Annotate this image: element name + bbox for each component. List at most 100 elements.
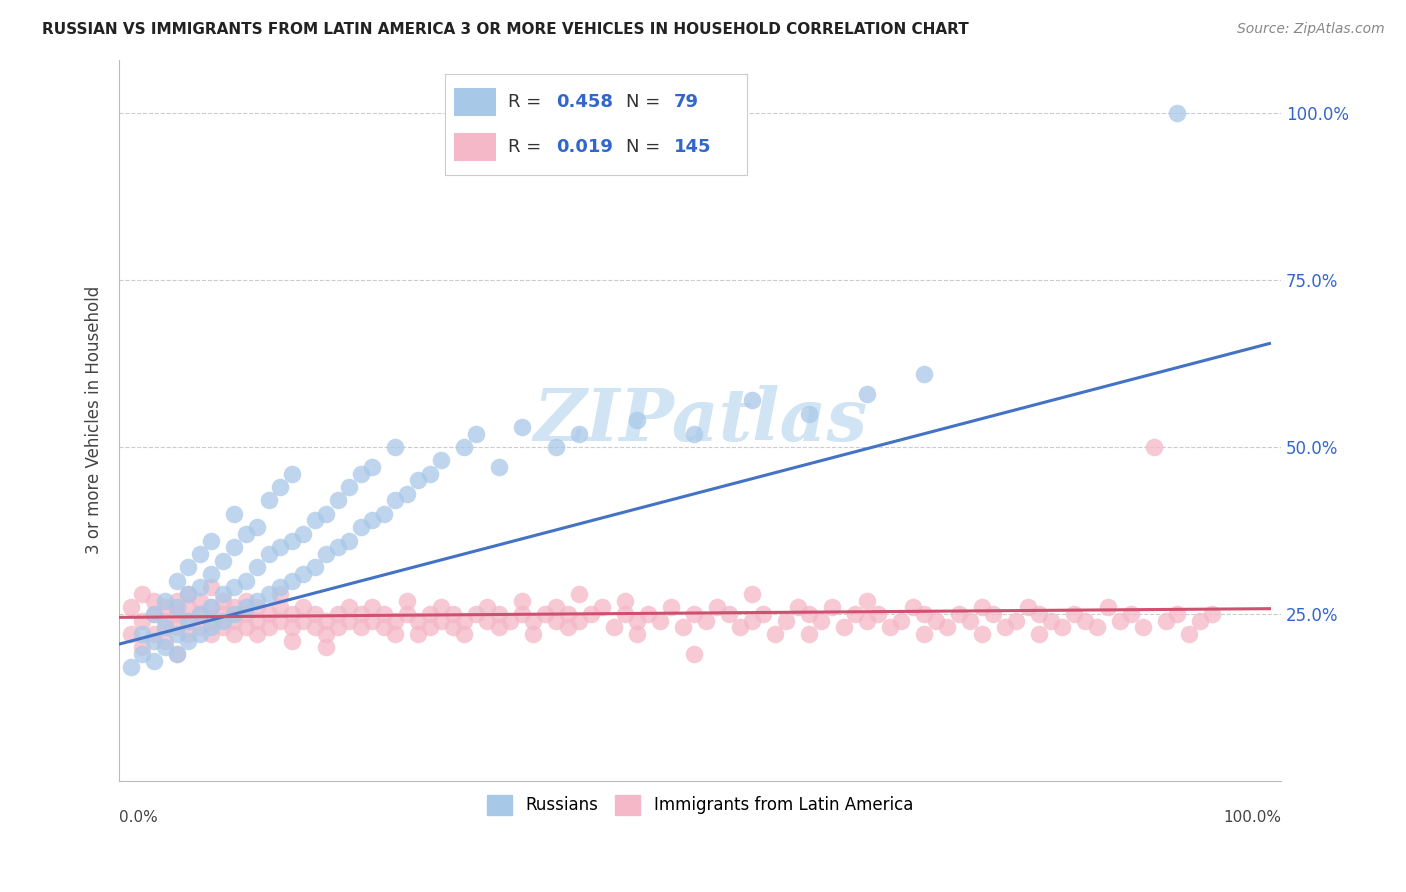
- Point: [868, 607, 890, 621]
- Point: [315, 547, 337, 561]
- Point: [177, 627, 200, 641]
- Point: [477, 614, 499, 628]
- Point: [131, 614, 153, 628]
- Point: [741, 587, 763, 601]
- Point: [464, 607, 486, 621]
- Point: [741, 614, 763, 628]
- Point: [603, 620, 626, 634]
- Point: [120, 660, 142, 674]
- Point: [188, 547, 211, 561]
- Point: [326, 540, 349, 554]
- Point: [510, 593, 533, 607]
- Point: [925, 614, 948, 628]
- Point: [522, 614, 544, 628]
- Point: [970, 627, 993, 641]
- Point: [177, 587, 200, 601]
- Point: [224, 627, 246, 641]
- Point: [166, 607, 188, 621]
- Point: [546, 600, 568, 615]
- Point: [131, 627, 153, 641]
- Point: [821, 600, 844, 615]
- Point: [810, 614, 832, 628]
- Point: [292, 526, 315, 541]
- Point: [200, 620, 222, 634]
- Point: [281, 467, 304, 481]
- Point: [281, 633, 304, 648]
- Point: [177, 600, 200, 615]
- Point: [350, 620, 373, 634]
- Y-axis label: 3 or more Vehicles in Household: 3 or more Vehicles in Household: [86, 286, 103, 555]
- Point: [384, 440, 406, 454]
- Point: [626, 413, 648, 427]
- Text: 0.0%: 0.0%: [120, 810, 157, 825]
- Point: [350, 607, 373, 621]
- Point: [1052, 620, 1074, 634]
- Point: [281, 574, 304, 588]
- Point: [155, 620, 177, 634]
- Point: [1017, 600, 1039, 615]
- Point: [211, 607, 233, 621]
- Point: [142, 607, 165, 621]
- Point: [614, 607, 637, 621]
- Point: [315, 614, 337, 628]
- Text: ZIPatlas: ZIPatlas: [533, 384, 868, 456]
- Point: [304, 514, 326, 528]
- Point: [879, 620, 901, 634]
- Point: [522, 627, 544, 641]
- Point: [350, 467, 373, 481]
- Point: [948, 607, 970, 621]
- Point: [188, 607, 211, 621]
- Point: [752, 607, 775, 621]
- Point: [211, 614, 233, 628]
- Point: [292, 614, 315, 628]
- Point: [799, 407, 821, 421]
- Point: [717, 607, 740, 621]
- Point: [166, 627, 188, 641]
- Point: [430, 453, 453, 467]
- Point: [131, 587, 153, 601]
- Point: [1005, 614, 1028, 628]
- Point: [1097, 600, 1119, 615]
- Point: [235, 607, 257, 621]
- Point: [557, 607, 579, 621]
- Point: [177, 614, 200, 628]
- Point: [257, 607, 280, 621]
- Point: [959, 614, 981, 628]
- Point: [131, 647, 153, 661]
- Point: [315, 507, 337, 521]
- Point: [281, 607, 304, 621]
- Point: [546, 440, 568, 454]
- Point: [1178, 627, 1201, 641]
- Point: [408, 627, 430, 641]
- Point: [188, 593, 211, 607]
- Point: [441, 620, 464, 634]
- Point: [350, 520, 373, 534]
- Point: [419, 620, 441, 634]
- Point: [464, 426, 486, 441]
- Point: [292, 600, 315, 615]
- Point: [281, 533, 304, 548]
- Point: [373, 607, 395, 621]
- Point: [395, 487, 418, 501]
- Point: [614, 593, 637, 607]
- Point: [224, 507, 246, 521]
- Point: [890, 614, 912, 628]
- Point: [912, 367, 935, 381]
- Point: [142, 633, 165, 648]
- Point: [188, 580, 211, 594]
- Point: [557, 620, 579, 634]
- Point: [741, 393, 763, 408]
- Point: [337, 480, 360, 494]
- Point: [477, 600, 499, 615]
- Point: [224, 600, 246, 615]
- Point: [337, 614, 360, 628]
- Point: [361, 600, 384, 615]
- Point: [659, 600, 682, 615]
- Point: [1085, 620, 1108, 634]
- Point: [579, 607, 602, 621]
- Point: [166, 593, 188, 607]
- Point: [269, 540, 291, 554]
- Point: [936, 620, 959, 634]
- Point: [200, 580, 222, 594]
- Point: [269, 580, 291, 594]
